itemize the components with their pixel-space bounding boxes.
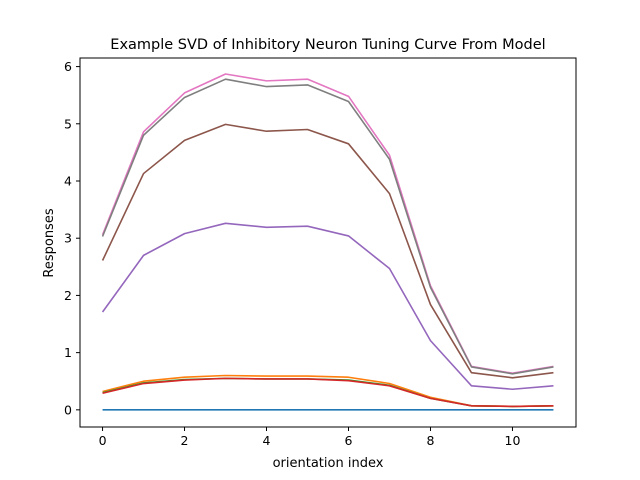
series-layer — [101, 73, 554, 411]
x-axis-label: orientation index — [273, 456, 384, 471]
series-line-7 — [101, 73, 554, 375]
y-tick-label: 5 — [64, 116, 72, 131]
y-tick-label: 0 — [64, 402, 72, 417]
series-line-4 — [102, 377, 554, 408]
y-tick-label: 4 — [64, 174, 72, 189]
y-tick-label: 3 — [64, 231, 72, 246]
chart-title: Example SVD of Inhibitory Neuron Tuning … — [110, 37, 545, 53]
y-tick-label: 2 — [64, 288, 72, 303]
x-tick-label: 6 — [345, 433, 353, 448]
plot-frame — [79, 57, 577, 428]
y-axis: 0 1 2 3 4 5 6 — [64, 59, 80, 417]
x-tick-label: 10 — [505, 433, 521, 448]
series-line-8 — [101, 78, 554, 375]
x-axis: 0 2 4 6 8 10 — [99, 427, 521, 448]
x-tick-label: 4 — [263, 433, 271, 448]
y-tick-label: 6 — [64, 59, 72, 74]
series-line-5 — [101, 222, 554, 391]
y-tick-label: 1 — [64, 345, 72, 360]
x-tick-label: 2 — [181, 433, 189, 448]
series-line-3 — [102, 377, 554, 408]
x-tick-label: 8 — [427, 433, 435, 448]
y-axis-label: Responses — [42, 208, 57, 277]
x-tick-label: 0 — [99, 433, 107, 448]
series-line-6 — [101, 123, 554, 379]
